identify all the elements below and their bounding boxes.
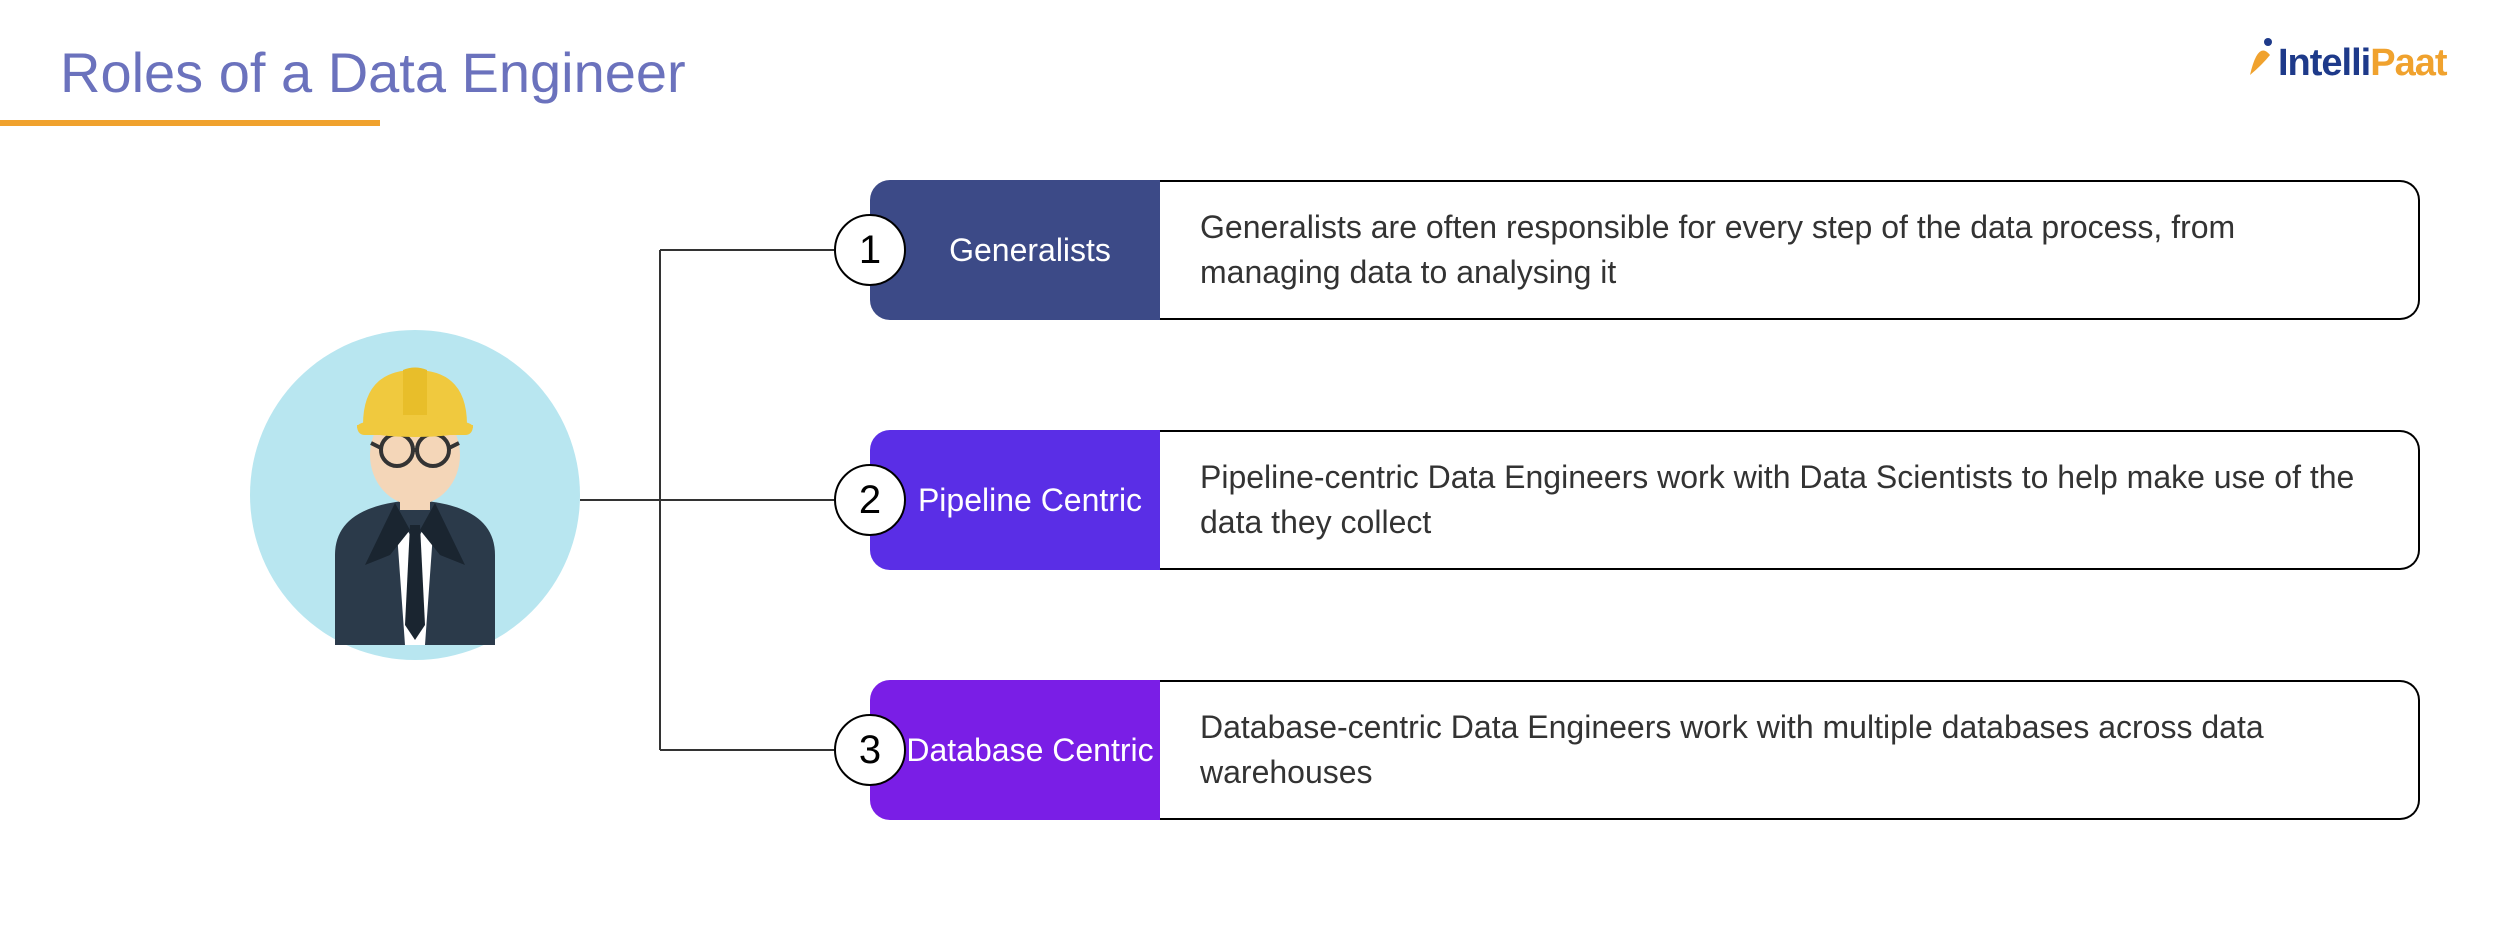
role-number-badge: 1	[834, 214, 906, 286]
role-description: Generalists are often responsible for ev…	[1160, 180, 2420, 320]
brand-logo: IntelliPaat	[2240, 30, 2440, 90]
logo-text-2: Paat	[2370, 42, 2446, 84]
role-label: Pipeline Centric	[870, 430, 1160, 570]
logo-text-1: Intelli	[2278, 42, 2370, 84]
role-number-badge: 3	[834, 714, 906, 786]
engineer-illustration	[250, 330, 580, 660]
page-title: Roles of a Data Engineer	[60, 40, 686, 105]
role-description: Database-centric Data Engineers work wit…	[1160, 680, 2420, 820]
engineer-svg	[295, 345, 535, 645]
role-description: Pipeline-centric Data Engineers work wit…	[1160, 430, 2420, 570]
role-label: Database Centric	[870, 680, 1160, 820]
role-row-1: 1 Generalists Generalists are often resp…	[870, 180, 2420, 320]
role-label: Generalists	[870, 180, 1160, 320]
role-row-2: 2 Pipeline Centric Pipeline-centric Data…	[870, 430, 2420, 570]
title-underline	[0, 120, 380, 126]
role-number-badge: 2	[834, 464, 906, 536]
role-row-3: 3 Database Centric Database-centric Data…	[870, 680, 2420, 820]
